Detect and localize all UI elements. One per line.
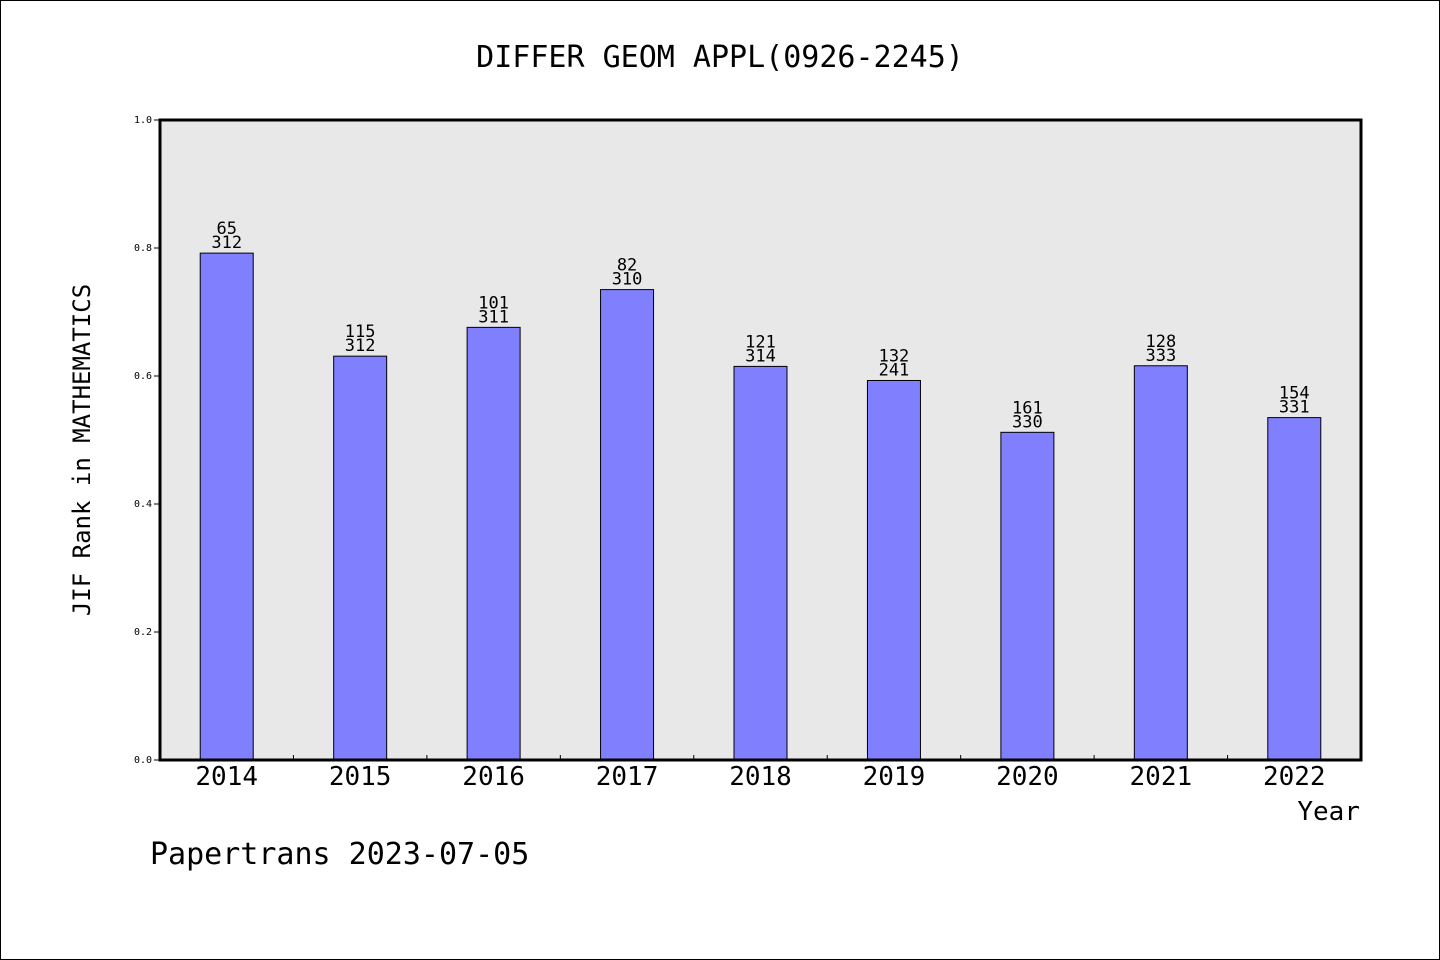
bar-2016 xyxy=(466,326,521,761)
bar-2021 xyxy=(1133,365,1188,761)
x-tick-label: 2021 xyxy=(1130,762,1193,792)
x-tick-label: 2016 xyxy=(462,762,525,792)
bar-2015 xyxy=(333,355,388,761)
x-tick-label: 2022 xyxy=(1263,762,1326,792)
x-tick-label: 2014 xyxy=(195,762,258,792)
x-axis-label: Year xyxy=(1297,797,1360,827)
bar-2019 xyxy=(866,379,921,761)
bar-2017 xyxy=(600,289,655,761)
bar-rank-label: 128 xyxy=(1145,332,1176,352)
y-axis-label: JIF Rank in MATHEMATICS xyxy=(68,284,96,616)
bar-total-label: 312 xyxy=(211,233,242,253)
bar-total-label: 241 xyxy=(879,360,910,380)
bar-total-label: 331 xyxy=(1279,398,1310,418)
bar-rank-label: 115 xyxy=(345,322,376,342)
y-tick-label: 1.0 xyxy=(134,115,152,126)
x-tick-label: 2018 xyxy=(729,762,792,792)
x-tick-label: 2017 xyxy=(596,762,659,792)
bar-total-label: 330 xyxy=(1012,412,1043,432)
source-footer: Papertrans 2023-07-05 xyxy=(150,837,529,872)
bar-rank-label: 161 xyxy=(1012,398,1043,418)
y-axis: 0.0 0.2 0.4 0.6 0.8 1.0 xyxy=(134,115,160,766)
x-tick-label: 2015 xyxy=(329,762,392,792)
x-tick-label: 2019 xyxy=(863,762,926,792)
bar-rank-label: 154 xyxy=(1279,384,1310,404)
bar-2018 xyxy=(733,365,788,761)
bar-total-label: 333 xyxy=(1145,346,1176,366)
y-tick-label: 0.6 xyxy=(134,371,152,382)
bar-total-label: 311 xyxy=(478,307,509,327)
bar-rank-label: 101 xyxy=(478,293,509,313)
chart-title: DIFFER GEOM APPL(0926-2245) xyxy=(476,40,964,75)
bar-total-label: 312 xyxy=(345,336,376,356)
bar-rank-label: 121 xyxy=(745,332,776,352)
bar-2022 xyxy=(1267,417,1322,761)
plot-area xyxy=(158,118,1363,762)
y-tick-label: 0.2 xyxy=(134,627,152,638)
bar-2020 xyxy=(1000,431,1055,761)
bar-2014 xyxy=(199,252,254,761)
bar-rank-label: 65 xyxy=(216,219,236,239)
bar-rank-label: 82 xyxy=(617,256,637,276)
bar-total-label: 314 xyxy=(745,346,776,366)
bar-rank-label: 132 xyxy=(879,346,910,366)
x-tick-label: 2020 xyxy=(996,762,1059,792)
x-axis: 2014 2015 2016 2017 2018 2019 2020 2021 2022 xyxy=(195,755,1326,792)
y-tick-label: 0.8 xyxy=(134,243,152,254)
y-tick-label: 0.0 xyxy=(134,755,152,766)
y-tick-label: 0.4 xyxy=(134,499,152,510)
bars-group xyxy=(199,252,1322,761)
bar-total-label: 310 xyxy=(612,270,643,290)
